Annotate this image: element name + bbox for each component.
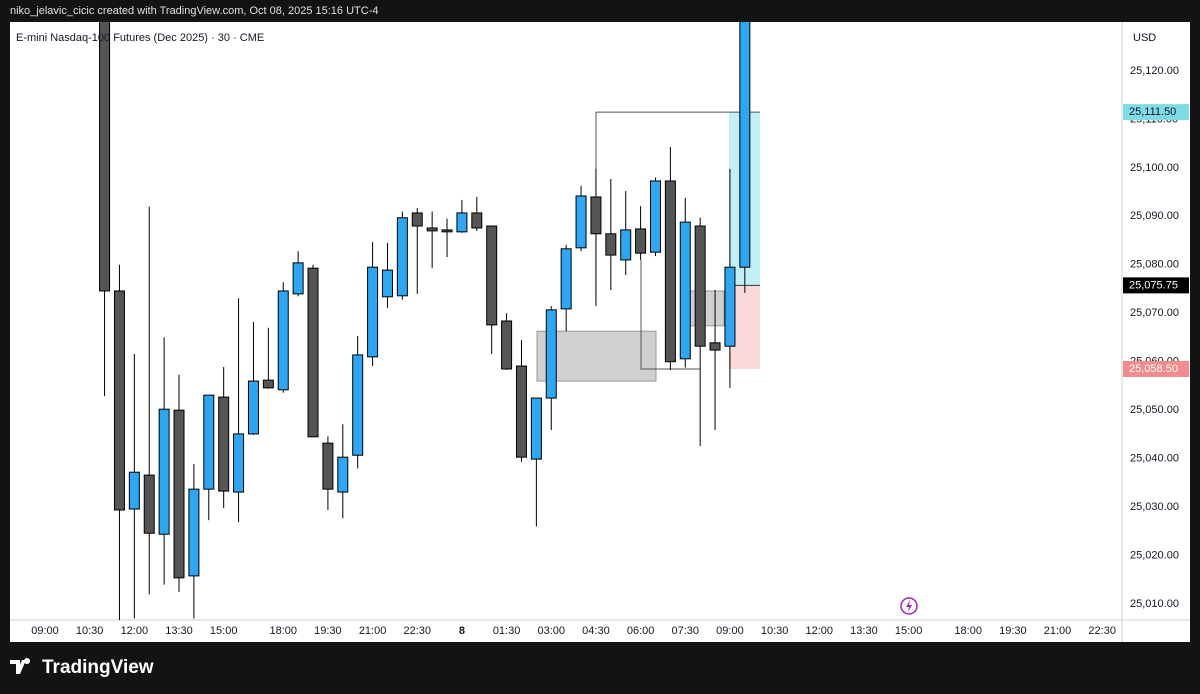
y-tick-label: 25,070.00 [1130,307,1179,319]
x-tick-label: 13:30 [850,625,878,637]
x-tick-label: 06:00 [627,625,655,637]
candle-body [679,221,691,360]
candle-body [560,248,572,310]
y-tick-label: 25,120.00 [1130,65,1179,77]
candle-body [367,266,379,358]
candle-body [396,217,408,297]
candle-body [322,442,334,490]
stop-label-bg [1123,360,1189,377]
x-tick-label: 10:30 [761,625,789,637]
x-tick-label: 19:30 [314,625,342,637]
y-tick-label: 25,030.00 [1130,501,1179,513]
candle-body [128,471,140,510]
x-tick-label: 07:30 [672,625,700,637]
candle-body [739,22,751,268]
x-tick-label: 21:00 [359,625,387,637]
x-tick-label: 21:00 [1044,625,1072,637]
candle-body [411,212,423,227]
target-label-bg [1123,104,1189,121]
zone [536,330,657,382]
brand: TradingView [42,657,154,678]
y-tick-label: 25,050.00 [1130,404,1179,416]
candle-body [173,409,185,579]
x-tick-label: 18:00 [954,625,982,637]
candle-body [694,225,706,347]
candle-body [486,225,498,326]
x-tick-label: 22:30 [403,625,431,637]
candle-body [292,262,304,295]
candle-body [352,354,364,456]
candle-body [456,212,468,233]
x-tick-label: 01:30 [493,625,521,637]
candle-body [247,380,259,435]
candle-body [426,227,438,232]
x-tick-label: 03:00 [537,625,565,637]
entry-label: 25,075.75 [1129,279,1178,291]
x-tick-label: 19:30 [999,625,1027,637]
x-tick-label: 12:00 [806,625,834,637]
chart-title: E-mini Nasdaq-100 Futures (Dec 2025) · 3… [16,32,264,44]
axes: 25,010.00 25,020.00 25,030.00 25,040.00 25,0… [31,65,1189,637]
candle-body [515,365,527,458]
stop-line [640,260,700,370]
candle-body [605,233,617,256]
alert-bolt [906,600,912,612]
y-tick-label: 25,080.00 [1130,259,1179,271]
candle-body [262,379,274,389]
plot [99,22,760,620]
y-tick-label: 25,010.00 [1130,598,1179,610]
x-tick-label: 22:30 [1088,625,1116,637]
candle-body [501,320,513,370]
candle-body [277,290,289,391]
x-tick-label: 15:00 [210,625,238,637]
candle-body [724,266,736,347]
candle-body [620,229,632,261]
candle-body [99,22,111,292]
currency: USD [1133,32,1156,44]
y-tick-label: 25,100.00 [1130,162,1179,174]
y-tick-label: 25,090.00 [1130,210,1179,222]
x-tick-label: 8 [459,625,465,637]
header: niko_jelavic_cicic created with TradingV… [10,5,378,17]
candle-body [188,488,200,577]
logo-mark [10,657,31,674]
candle-body [590,196,602,235]
target-label: 25,111.50 [1129,106,1176,118]
x-tick-label: 15:00 [895,625,923,637]
candle-body [709,342,721,351]
candle-body [158,408,170,535]
candle-body [635,228,647,254]
candle-body [381,269,393,298]
candle-body [233,433,245,493]
candle-body [218,396,230,492]
candle-body [545,309,557,399]
alert-circle [900,597,918,615]
stop-label: 25,058.50 [1129,363,1178,375]
candle-body [649,180,661,253]
candle-body [203,394,215,490]
brand-logo [10,657,31,674]
candle-body [143,474,155,534]
candle-body [307,267,319,438]
candle-body [441,229,453,233]
x-tick-label: 12:00 [121,625,149,637]
candle-body [530,397,542,460]
entry-label-bg [1123,277,1189,294]
x-tick-label: 10:30 [76,625,104,637]
y-tick-label: 25,020.00 [1130,549,1179,561]
candle-body [664,180,676,363]
x-tick-label: 09:00 [716,625,744,637]
candle-body [113,290,125,511]
candle-body [471,212,483,229]
x-tick-label: 18:00 [269,625,297,637]
y-tick-label: 25,040.00 [1130,453,1179,465]
x-tick-label: 13:30 [165,625,193,637]
x-tick-label: 09:00 [31,625,59,637]
alert-icon[interactable] [900,597,918,615]
x-tick-label: 04:30 [582,625,610,637]
candle-body [575,195,587,249]
candle-body [337,456,349,493]
